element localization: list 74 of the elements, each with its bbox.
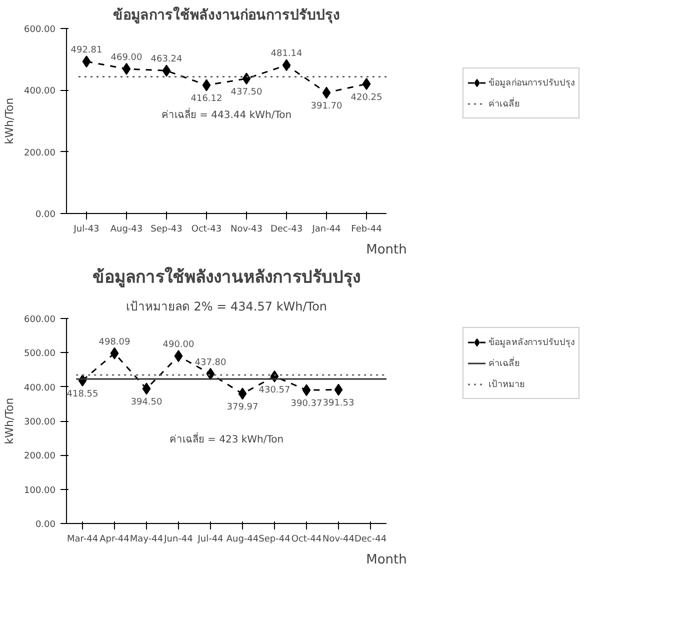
annotation: ค่าเฉลี่ย = 443.44 kWh/Ton [161, 107, 292, 121]
x-tick-label: Jun-44 [163, 534, 194, 544]
point [302, 384, 311, 396]
legend-label: ข้อมูลก่อนการปรับปรุง [488, 77, 574, 89]
data-label: 379.97 [226, 402, 258, 413]
x-tick-label: Jan-44 [311, 224, 342, 234]
y-tick-label: 200.00 [24, 452, 56, 462]
data-label: 463.24 [150, 54, 183, 65]
data-label: 390.37 [290, 399, 322, 410]
x-axis-title: Month [366, 242, 407, 258]
point [238, 388, 247, 400]
data-label: 430.57 [258, 385, 290, 396]
chart-subtitle: เป้าหมายลด 2% = 434.57 kWh/Ton [126, 300, 328, 314]
legend-label: ค่าเฉลี่ย [488, 356, 520, 370]
x-tick-label: May-44 [130, 534, 164, 544]
data-label: 391.70 [310, 102, 343, 112]
x-tick-label: Aug-43 [110, 224, 143, 234]
x-axis-title: Month [366, 552, 407, 568]
x-tick-label: Nov-44 [322, 534, 355, 544]
y-tick-label: 100.00 [24, 486, 56, 496]
data-label: 437.50 [230, 88, 263, 98]
x-tick-label: Oct-43 [191, 224, 222, 234]
data-label: 469.00 [110, 52, 143, 63]
y-tick-label: 0.00 [35, 210, 56, 220]
x-tick-label: Sep-43 [150, 224, 182, 234]
point [162, 64, 171, 77]
y-axis-title: kWh/Ton [3, 98, 16, 144]
x-tick-label: Dec-43 [270, 224, 303, 234]
x-tick-label: Mar-44 [66, 534, 98, 544]
y-axis-title: kWh/Ton [3, 398, 16, 444]
data-label: 498.09 [98, 337, 131, 348]
y-tick-label: 400.00 [24, 86, 56, 97]
point [202, 79, 211, 92]
data-label: 437.80 [194, 358, 227, 368]
point [334, 384, 343, 396]
x-tick-label: Feb-44 [351, 224, 382, 234]
point [110, 347, 119, 360]
point [122, 62, 131, 75]
y-tick-label: 500.00 [24, 349, 56, 360]
data-label: 490.00 [162, 340, 195, 350]
x-tick-label: Apr-44 [100, 534, 130, 544]
data-label: 394.50 [130, 398, 163, 408]
y-tick-label: 200.00 [24, 148, 56, 158]
y-tick-label: 600.00 [24, 25, 56, 35]
point [322, 86, 331, 99]
point [282, 59, 291, 72]
x-tick-label: Jul-43 [72, 224, 100, 234]
point [142, 382, 151, 395]
x-tick-label: Sep-44 [258, 534, 291, 544]
point [82, 56, 91, 68]
data-label: 416.12 [190, 94, 222, 104]
point [174, 350, 183, 362]
x-tick-label: Aug-44 [226, 534, 259, 544]
legend-label: ค่าเฉลี่ย [488, 96, 520, 110]
legend-label: เป้าหมาย [488, 378, 524, 390]
x-tick-label: Nov-43 [230, 224, 263, 234]
y-tick-label: 300.00 [24, 418, 56, 428]
chart-title: ข้อมูลการใช้พลังงานหลังการปรับปรุง [92, 266, 360, 288]
data-label: 391.53 [322, 398, 354, 409]
x-tick-label: Dec-44 [354, 534, 387, 544]
chart-title: ข้อมูลการใช้พลังงานก่อนการปรับปรุง [113, 6, 340, 24]
annotation: ค่าเฉลี่ย = 423 kWh/Ton [169, 432, 284, 446]
point [242, 72, 251, 85]
x-tick-label: Jul-44 [196, 534, 224, 544]
y-tick-label: 0.00 [35, 520, 56, 530]
data-label: 481.14 [270, 49, 303, 60]
data-label: 492.81 [70, 46, 102, 56]
data-label: 418.55 [66, 389, 98, 400]
y-tick-label: 600.00 [24, 315, 56, 325]
point [362, 78, 371, 90]
data-label: 420.25 [350, 92, 382, 103]
x-tick-label: Oct-44 [291, 534, 322, 544]
y-tick-label: 400.00 [24, 383, 56, 394]
legend-label: ข้อมูลหลังการปรับปรุง [488, 336, 574, 348]
